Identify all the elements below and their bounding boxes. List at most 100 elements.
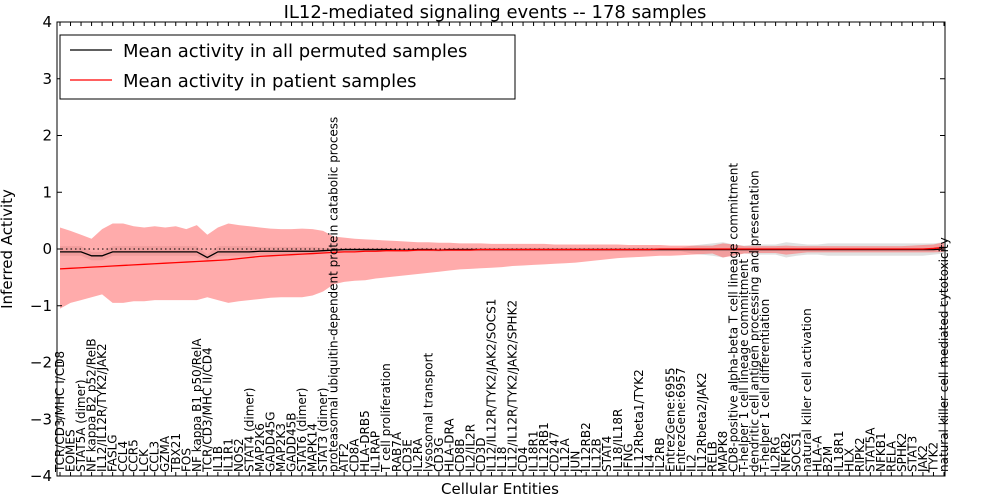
band-patient [60,223,944,309]
x-tick-label: IL12A [558,438,572,472]
x-tick-label: CD8B [453,439,467,473]
series-lines [59,246,945,270]
x-tick-label: IL18/IL18R [611,409,625,472]
x-tick-label: CD8A [348,438,362,472]
x-tick-label: CD3G [432,437,446,472]
x-tick-label: IL12/IL12R/TYK2/JAK2/SPHK2 [506,300,520,472]
x-tick-label: NFKB1 [874,432,888,472]
x-tick-label: FASLG [106,434,120,472]
x-tick-label: IL1RAP [369,431,383,472]
x-tick-label: IL18R1 [832,431,846,472]
x-tick-label: MAP2K3 [274,423,288,472]
x-tick-label: IL12/IL12R/TYK2/JAK2 [95,343,109,472]
x-tick-label: STAT5A [863,427,877,472]
x-tick-label: MAPK14 [306,423,320,472]
x-tick-label: IL12B [590,438,604,472]
y-tick-label: 4 [42,13,52,31]
x-tick-label: T-helper 1 cell lineage commitment [737,259,751,473]
y-axis-label: Inferred Activity [0,189,16,309]
x-tick-label: natural killer cell activation [800,308,814,472]
x-tick-label: IL1R1 [221,438,235,472]
x-tick-label: GZMA [158,435,172,472]
y-tick-label: −4 [30,467,52,485]
x-tick-label: IL12/IL12R/TYK2/JAK2/SOCS1 [484,299,498,472]
x-tick-label: NFKB2 [779,432,793,472]
y-tick-label: 3 [42,70,52,88]
y-tick-label: −1 [30,297,52,315]
x-tick-label: IFNG [621,443,635,472]
y-axis: −4 −3 −2 −1 0 1 2 3 4 [30,13,945,485]
x-tick-label: IL2/IL2R [463,424,477,472]
x-tick-label: B2M [821,446,835,472]
x-tick-label: HLA-A [811,435,825,472]
x-tick-label: IL12RB1 [537,422,551,472]
y-tick-label: −2 [30,354,52,372]
x-tick-label: natural killer cell mediated cytotoxicit… [937,237,951,472]
x-tick-label: IL2RB [653,438,667,472]
x-tick-label: LCK [137,448,151,472]
x-tick-label: STAT3 [905,436,919,472]
x-tick-label: JUN [569,451,583,473]
x-tick-label: STAT5A (dimer) [74,379,88,472]
legend-label-permuted: Mean activity in all permuted samples [123,41,467,62]
x-tick-label: CD3E [400,439,414,472]
series-line-patient [59,246,945,270]
y-tick-label: 0 [42,240,52,258]
x-tick-label: FOS [179,448,193,472]
legend-label-patient: Mean activity in patient samples [123,71,417,92]
x-tick-label: CCL3 [148,441,162,472]
chart-title: IL12-mediated signaling events -- 178 sa… [284,2,707,23]
x-tick-label: CD4 [516,447,530,472]
x-tick-label: MAP2K6 [253,423,267,472]
x-tick-label: STAT3 (dimer) [316,388,330,472]
y-tick-label: 2 [42,127,52,145]
x-tick-label: NF kappa B2 p52/RelB [85,338,99,472]
x-tick-label: GADD45B [285,413,299,473]
x-tick-label: T-helper 1 cell differentiation [758,299,772,473]
x-tick-label: IL2RA [411,437,425,472]
x-tick-label: IL4 [642,454,656,472]
x-tick-label: IL12RB2 [579,422,593,472]
x-tick-label: IL18R1 [527,431,541,472]
x-tick-label: GADD45G [263,411,277,472]
x-tick-label: JAK2 [916,445,930,473]
x-tick-label: CD247 [548,431,562,472]
x-tick-label: IL2 [684,454,698,472]
x-tick-label: IL1B [211,446,225,472]
x-tick-label: STAT6 (dimer) [295,388,309,472]
x-tick-label: IL12Rbeta1/TYK2 [632,369,646,472]
x-tick-label: NOS2 [232,438,246,472]
x-tick-label: CD8-positive alpha-beta T cell lineage c… [727,163,741,472]
x-tick-label: proteasomal ubiquitin-dependent protein … [327,117,341,472]
x-tick-label: STAT4 (dimer) [242,388,256,472]
x-tick-label: HLX [842,448,856,472]
x-tick-label: IL12Rbeta2/JAK2 [695,372,709,472]
x-tick-label: dendritic cell antigen processing and pr… [748,170,762,472]
x-tick-label: EntrezGene:6955 [663,368,677,473]
x-tick-label: lysosomal transport [421,352,435,472]
x-tick-label: EntrezGene:6957 [674,368,688,473]
x-tick-label: RELB [705,441,719,472]
x-tick-label: NF kappa B1 p50/RelA [190,338,204,472]
x-tick-label: CD3D [474,438,488,473]
x-tick-label: EOMES [64,429,78,472]
x-tick-label: RAB7A [390,431,404,472]
x-tick-label: STAT4 [600,436,614,472]
x-tick-label: CCR5 [127,439,141,472]
y-tick-label: −3 [30,410,52,428]
x-tick-label: SOCS1 [790,431,804,472]
x-tick-label: TBX21 [169,433,183,473]
x-tick-label: TCR/CD3/MHC I/CD8 [53,351,67,473]
x-tick-label: RIPK2 [853,437,867,472]
y-tick-label: 1 [42,183,52,201]
x-tick-label: RELA [884,440,898,472]
x-tick-label: ATF2 [337,443,351,472]
legend: Mean activity in all permuted samples Me… [59,34,516,100]
x-axis-label: Cellular Entities [441,480,559,498]
confidence-bands [60,223,944,309]
x-tick-label: SPHK2 [895,433,909,472]
legend-box [59,34,516,100]
x-tick-label: HLA-DRA [442,418,456,472]
